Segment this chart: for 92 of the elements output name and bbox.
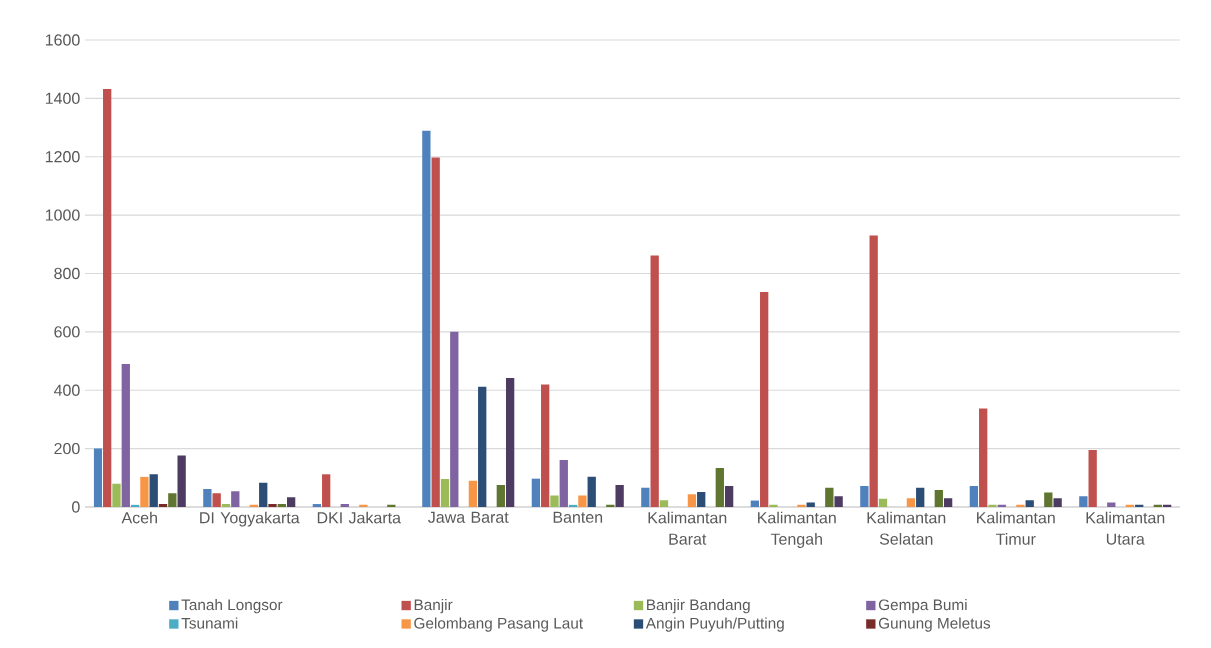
- y-tick-label: 200: [54, 442, 80, 455]
- bar: [422, 130, 431, 507]
- bar: [112, 483, 121, 507]
- bar: [1025, 500, 1034, 507]
- x-tick-label: Jawa Barat: [428, 511, 509, 523]
- bar: [687, 494, 697, 507]
- bar: [869, 235, 878, 507]
- legend-label: Angin Puyuh/Putting: [645, 617, 784, 632]
- x-tick-label: Kalimantan Timur: [977, 511, 1055, 545]
- x-tick-label: DI Yogyakarta: [200, 511, 300, 527]
- bar: [1079, 496, 1088, 507]
- legend-label: Tsunami: [181, 617, 238, 629]
- bar: [1053, 498, 1062, 507]
- bar: [541, 384, 550, 507]
- bar: [969, 485, 979, 507]
- bar: [697, 492, 706, 507]
- bar: [496, 485, 505, 507]
- bar: [559, 459, 568, 507]
- x-tick-label: Kalimantan Tengah: [758, 511, 836, 548]
- bar: [277, 504, 286, 507]
- bar: [1044, 492, 1053, 507]
- y-tick-label: 800: [54, 267, 80, 280]
- bar: [906, 498, 916, 507]
- bar: [769, 504, 778, 507]
- bar: [231, 491, 240, 507]
- bar: [797, 504, 806, 507]
- bar: [979, 408, 988, 507]
- bar: [988, 504, 997, 507]
- bar: [587, 476, 596, 507]
- bar: [1016, 504, 1025, 507]
- x-tick-label: Kalimantan Utara: [1086, 511, 1165, 545]
- bar: [440, 478, 450, 507]
- bar: [268, 504, 277, 507]
- y-tick-label: 1600: [45, 34, 80, 46]
- bar: [312, 504, 322, 507]
- y-tick-label: 1000: [45, 209, 80, 221]
- bar: [359, 504, 368, 507]
- bar: [93, 448, 103, 507]
- bar: [860, 485, 869, 507]
- bar: [934, 490, 943, 507]
- legend-label: Banjir: [414, 598, 453, 614]
- bar: [468, 480, 478, 507]
- y-tick-label: 600: [54, 326, 80, 338]
- bar: [650, 255, 659, 507]
- y-tick-label: 0: [72, 501, 80, 513]
- bar: [724, 485, 734, 507]
- bar: [1088, 450, 1097, 507]
- bar: [168, 493, 177, 507]
- bar: [259, 482, 268, 507]
- y-tick-label: 400: [53, 384, 80, 396]
- bar: [760, 291, 769, 507]
- bar: [212, 493, 221, 507]
- legend-label: Tanah Longsor: [181, 598, 283, 614]
- bar: [943, 498, 953, 507]
- bar: [825, 487, 834, 507]
- bar: [615, 485, 624, 507]
- x-tick-label: Kalimantan Selatan: [867, 511, 946, 545]
- legend-label: Banjir Bandang: [647, 598, 750, 614]
- bar: [505, 377, 515, 507]
- bar: [149, 474, 158, 507]
- bar: [158, 504, 168, 507]
- bar: [431, 157, 440, 507]
- y-tick-label: 1400: [45, 92, 80, 105]
- bar: [531, 478, 541, 507]
- bar: [121, 363, 130, 507]
- bar: [878, 498, 888, 507]
- x-tick-label: Banten: [553, 511, 603, 523]
- bar: [286, 497, 296, 507]
- bar: [140, 476, 149, 507]
- bar: [450, 331, 459, 507]
- legend-label: Gelombang Pasang Laut: [414, 617, 583, 632]
- bar: [550, 495, 559, 507]
- bar: [340, 504, 349, 507]
- legend-label: Gempa Bumi: [878, 598, 967, 614]
- bar: [916, 487, 925, 507]
- bar: [322, 474, 331, 507]
- y-tick-label: 1200: [45, 151, 80, 163]
- x-tick-label: Kalimantan Barat: [648, 511, 727, 545]
- legend-label: Gunung Meletus: [878, 617, 991, 632]
- bar: [578, 495, 587, 507]
- bar: [715, 467, 724, 507]
- bar: [103, 89, 112, 507]
- bar: [221, 504, 231, 507]
- bar: [750, 500, 760, 507]
- bar: [478, 386, 487, 507]
- bar: [641, 487, 650, 507]
- bar: [203, 488, 212, 507]
- bar: [659, 500, 669, 507]
- bar: [834, 496, 843, 507]
- x-tick-label: DKI Jakarta: [317, 511, 401, 524]
- bar: [177, 455, 186, 507]
- x-tick-label: Aceh: [121, 511, 157, 524]
